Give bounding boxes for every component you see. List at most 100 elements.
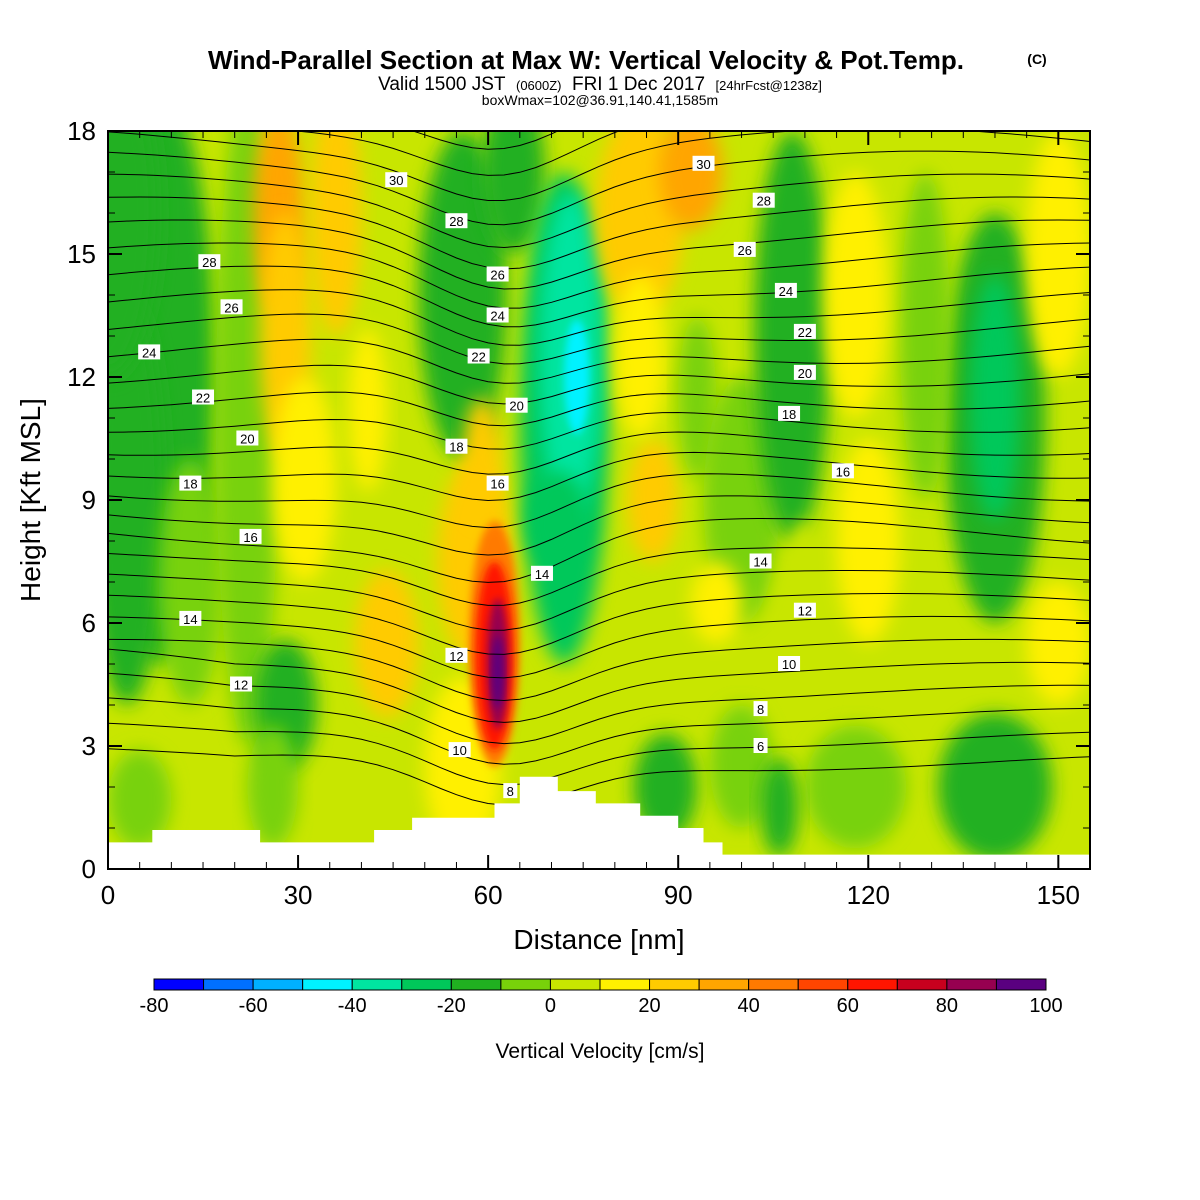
contour-label-text: 12 <box>798 604 812 619</box>
plot-area: 30 28 26 24 22 20 18 16 14 12 10 8 28 26 24 22 20 18 16 14 1… <box>108 131 1090 869</box>
colorbar-tick-label: 100 <box>1029 995 1062 1017</box>
contour-label: 22 <box>467 348 490 365</box>
velocity-field <box>108 131 1090 861</box>
valid-prefix: Valid 1500 JST <box>378 74 506 95</box>
x-tick-label: 120 <box>847 880 890 910</box>
contour-label-text: 24 <box>490 309 504 324</box>
colorbar-swatch <box>649 978 700 991</box>
contour-label-text: 18 <box>183 477 197 492</box>
contour-label-text: 18 <box>449 440 463 455</box>
contour-label: 18 <box>778 405 801 422</box>
colorbar-swatch <box>401 978 452 991</box>
y-tick-label: 0 <box>82 854 96 884</box>
x-tick-label: 0 <box>101 880 115 910</box>
contour-label: 28 <box>752 192 775 209</box>
contour-label: 26 <box>733 241 756 258</box>
colorbar-tick-label: -60 <box>239 995 268 1017</box>
colorbar-tick-label: -80 <box>140 995 169 1017</box>
velocity-cell <box>108 131 159 377</box>
velocity-cell <box>614 274 666 439</box>
velocity-cell <box>158 459 223 705</box>
theta-contour <box>108 648 1090 723</box>
y-tick-label: 18 <box>67 116 96 146</box>
contour-label-text: 12 <box>234 678 248 693</box>
contour-label: 24 <box>774 282 797 299</box>
y-tick-label: 12 <box>67 362 96 392</box>
contour-label-text: 28 <box>756 194 770 209</box>
contour-labels: 30 28 26 24 22 20 18 16 14 12 10 8 28 26 24 22 20 18 16 14 1… <box>138 155 854 799</box>
contour-label: 18 <box>179 475 202 492</box>
contour-label-text: 22 <box>196 391 210 406</box>
colorbar-tick-label: 80 <box>936 995 958 1017</box>
theta-contour <box>108 697 1090 765</box>
theta-contours <box>108 131 1090 806</box>
valid-utc: (0600Z) <box>516 78 562 93</box>
contour-label-text: 28 <box>449 214 463 229</box>
contour-label: 8 <box>753 701 768 717</box>
velocity-cell <box>779 520 831 726</box>
contour-label: 12 <box>793 602 816 619</box>
colorbar-swatch <box>995 978 1047 991</box>
contour-label: 24 <box>486 307 509 324</box>
colorbar-tick-label: -40 <box>338 995 367 1017</box>
colorbar-swatch <box>549 978 601 991</box>
contour-label-text: 8 <box>507 784 514 799</box>
x-tick-label: 150 <box>1037 880 1080 910</box>
contour-label: 28 <box>445 213 468 229</box>
contour-label: 6 <box>753 738 768 754</box>
contour-label-text: 8 <box>757 702 764 717</box>
colorbar-swatch <box>500 978 551 991</box>
theta-contour <box>108 672 1090 745</box>
contour-label-text: 12 <box>449 649 463 664</box>
contour-label: 22 <box>192 389 215 406</box>
contour-label-text: 14 <box>535 567 549 582</box>
contour-label: 18 <box>445 438 468 455</box>
theta-contour <box>108 131 1090 201</box>
y-tick-label: 15 <box>67 239 96 269</box>
terrain-mask <box>108 776 1090 869</box>
velocity-cell <box>836 438 900 644</box>
colorbar-swatch <box>450 978 502 991</box>
velocity-cell <box>804 725 907 849</box>
colorbar-swatch <box>748 978 799 991</box>
theta-contour <box>108 517 1090 583</box>
theta-contour <box>108 451 1090 502</box>
box-wmax-info: boxWmax=102@36.91,140.41,1585m <box>482 92 718 108</box>
theta-contour <box>108 473 1090 529</box>
colorbar <box>153 978 1047 991</box>
forecast-info: [24hrFcst@1238z] <box>716 78 822 93</box>
contour-label: 26 <box>486 266 509 283</box>
velocity-cell <box>633 733 698 841</box>
contour-label: 26 <box>220 299 243 315</box>
theta-contour <box>108 411 1090 450</box>
contour-label: 30 <box>385 172 408 188</box>
x-tick-label: 60 <box>474 880 503 910</box>
contour-label-text: 24 <box>142 345 156 360</box>
theta-contour <box>108 242 1090 309</box>
colorbar-swatch <box>847 978 898 991</box>
theta-contour <box>108 196 1090 270</box>
contour-label-text: 6 <box>757 739 764 754</box>
contour-label: 16 <box>239 528 262 545</box>
contour-label: 10 <box>448 742 471 758</box>
y-tick-label: 3 <box>82 731 96 761</box>
colorbar-swatch <box>946 978 997 991</box>
contour-label: 24 <box>138 344 161 360</box>
contour-label: 22 <box>793 323 816 340</box>
contour-label: 10 <box>778 656 801 672</box>
colorbar-swatch <box>203 978 254 991</box>
colorbar-label: Vertical Velocity [cm/s] <box>496 1040 705 1063</box>
contour-label-text: 20 <box>798 366 812 381</box>
x-axis-label: Distance [nm] <box>513 924 684 955</box>
contour-label-text: 16 <box>243 530 257 545</box>
contour-label-text: 20 <box>509 399 523 414</box>
valid-date: FRI 1 Dec 2017 <box>572 74 705 95</box>
velocity-cell <box>418 131 508 459</box>
contour-label-text: 30 <box>696 157 710 172</box>
theta-contour <box>108 431 1090 475</box>
velocity-cell <box>526 471 590 570</box>
velocity-cell <box>659 131 723 230</box>
chart-title: Wind-Parallel Section at Max W: Vertical… <box>208 45 964 75</box>
colorbar-tick-label: 20 <box>638 995 660 1017</box>
contour-label: 20 <box>505 397 528 414</box>
